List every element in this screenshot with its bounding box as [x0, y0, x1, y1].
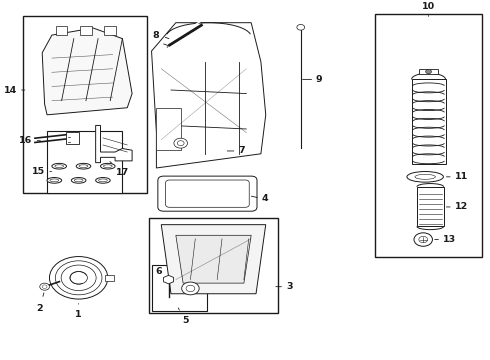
Ellipse shape [407, 171, 443, 182]
Ellipse shape [50, 179, 59, 182]
Circle shape [174, 138, 188, 148]
Polygon shape [176, 235, 251, 283]
Bar [417, 187, 443, 226]
Polygon shape [41, 284, 48, 289]
Text: 9: 9 [316, 75, 322, 84]
Ellipse shape [100, 163, 115, 169]
Bar [151, 265, 207, 311]
Ellipse shape [103, 165, 112, 168]
Ellipse shape [52, 163, 67, 169]
Ellipse shape [96, 177, 110, 183]
Circle shape [414, 233, 433, 246]
Polygon shape [42, 28, 132, 115]
Bar [412, 80, 445, 165]
Circle shape [55, 261, 102, 295]
Circle shape [40, 283, 49, 290]
Text: 4: 4 [262, 194, 269, 203]
Ellipse shape [74, 179, 83, 182]
Ellipse shape [72, 177, 86, 183]
Bar [47, 131, 122, 193]
Text: 7: 7 [239, 147, 245, 156]
Polygon shape [164, 275, 173, 284]
Polygon shape [161, 225, 266, 294]
Bar [104, 26, 116, 35]
Text: 15: 15 [32, 167, 45, 176]
Circle shape [70, 271, 87, 284]
Bar [419, 69, 438, 74]
Ellipse shape [79, 165, 88, 168]
Text: 1: 1 [75, 310, 82, 319]
Bar [105, 275, 114, 281]
Bar [80, 26, 92, 35]
Ellipse shape [98, 179, 107, 182]
Text: 17: 17 [116, 168, 129, 177]
Text: 6: 6 [155, 267, 162, 276]
Bar [375, 14, 482, 257]
Text: 10: 10 [422, 2, 435, 11]
Text: 2: 2 [36, 305, 43, 314]
Polygon shape [96, 125, 132, 163]
Ellipse shape [47, 177, 62, 183]
Bar [156, 108, 181, 150]
Polygon shape [151, 23, 266, 168]
Text: 14: 14 [3, 86, 17, 95]
Circle shape [419, 237, 428, 243]
Circle shape [426, 69, 432, 74]
Text: 12: 12 [455, 202, 468, 211]
Bar [23, 15, 147, 193]
Text: 5: 5 [182, 316, 189, 325]
Circle shape [297, 24, 305, 30]
Circle shape [49, 257, 108, 299]
Circle shape [186, 285, 195, 292]
Bar [149, 217, 278, 313]
Ellipse shape [415, 174, 435, 179]
Circle shape [182, 282, 199, 295]
FancyBboxPatch shape [158, 176, 257, 211]
Text: 16: 16 [19, 136, 32, 145]
Bar [67, 132, 78, 144]
Bar [56, 26, 68, 35]
Text: 11: 11 [455, 172, 468, 181]
Circle shape [61, 265, 96, 291]
Circle shape [42, 285, 47, 288]
Text: 8: 8 [152, 31, 159, 40]
Circle shape [177, 141, 184, 146]
Ellipse shape [76, 163, 91, 169]
Text: 3: 3 [286, 282, 293, 291]
Ellipse shape [55, 165, 64, 168]
Text: 13: 13 [443, 235, 456, 244]
FancyBboxPatch shape [166, 180, 249, 207]
